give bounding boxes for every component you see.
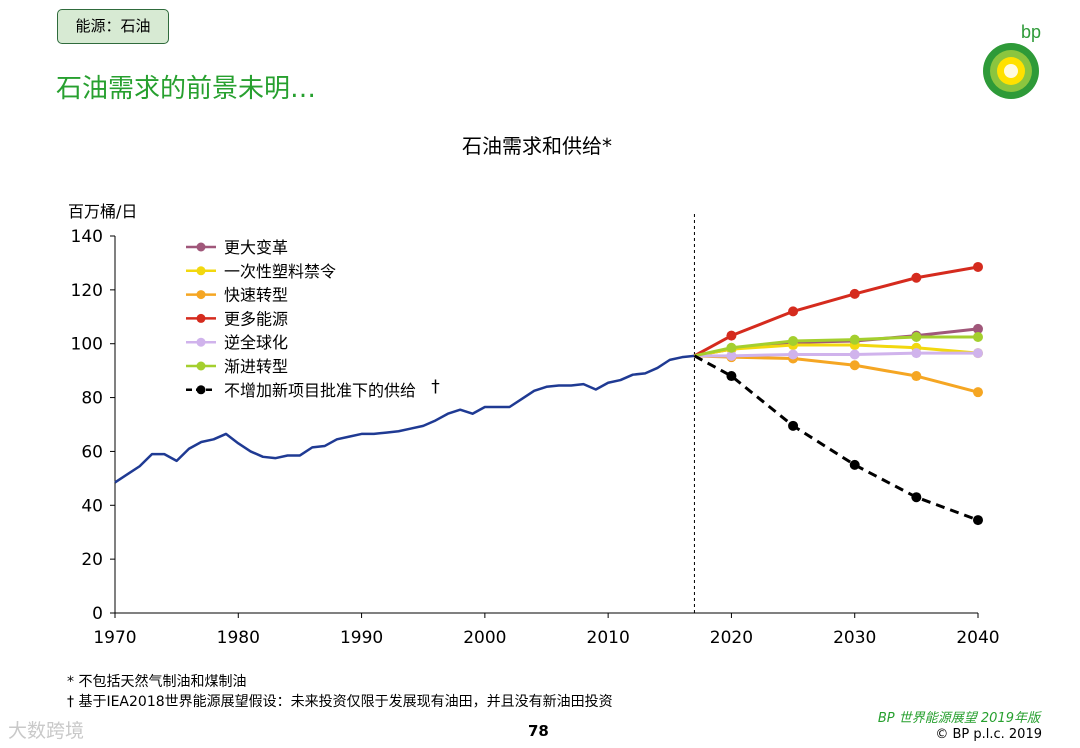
legend-label: 更多能源: [224, 309, 288, 328]
legend-dagger: †: [431, 377, 440, 397]
footnote-excluded: * 不包括天然气制油和煤制油: [67, 674, 247, 690]
x-tick-label: 2020: [710, 628, 753, 648]
legend-swatch-marker: [196, 313, 206, 323]
y-tick-label: 80: [81, 389, 103, 409]
series-point: [849, 360, 860, 371]
helios-sunburst-icon: [983, 43, 1039, 99]
plot-area: [114, 214, 983, 613]
series-point: [973, 261, 983, 272]
y-tick-label: 0: [92, 604, 103, 624]
slide-headline: 石油需求的前景未明…: [56, 74, 317, 104]
x-tick-label: 1970: [93, 628, 136, 648]
series-line: [694, 354, 979, 394]
series-point: [911, 492, 922, 503]
series-point: [973, 387, 983, 398]
y-tick-label: 40: [81, 496, 103, 516]
legend-label: 不增加新项目批准下的供给: [224, 381, 416, 400]
legend-swatch-marker: [196, 290, 206, 300]
y-axis-label: 百万桶/日: [68, 202, 137, 221]
legend-swatch-marker: [196, 385, 206, 395]
series-point: [726, 350, 737, 361]
bp-logo: bp: [983, 22, 1041, 99]
y-tick-label: 100: [71, 335, 103, 355]
report-edition: BP 世界能源展望 2019年版: [877, 711, 1040, 726]
y-tick-label: 60: [81, 442, 103, 462]
series-line: [693, 265, 979, 358]
legend-label: 一次性塑料禁令: [224, 262, 336, 281]
series-point: [911, 371, 922, 382]
series-point: [911, 348, 922, 359]
series-line: [693, 354, 979, 522]
legend-label: 更大变革: [224, 238, 288, 257]
series-point: [849, 288, 860, 299]
series-point: [726, 342, 737, 353]
y-tick-label: 120: [71, 281, 103, 301]
copyright: © BP p.l.c. 2019: [935, 727, 1042, 742]
x-tick-label: 2040: [956, 628, 999, 648]
section-tag: 能源：石油: [57, 9, 169, 44]
series-line: [694, 335, 978, 358]
y-tick-label: 140: [71, 227, 103, 247]
series-point: [849, 349, 860, 360]
series-line: [694, 351, 978, 358]
series-point: [973, 323, 983, 334]
series-point: [788, 349, 799, 360]
chart-title: 石油需求和供给*: [462, 134, 612, 158]
x-tick-label: 2010: [587, 628, 630, 648]
series-point: [726, 371, 737, 382]
legend-swatch-marker: [196, 266, 206, 276]
legend-swatch-marker: [196, 337, 206, 347]
legend-label: 逆全球化: [224, 333, 288, 352]
footnote-iea: † 基于IEA2018世界能源展望假设：未来投资仅限于发展现有油田，并且没有新油…: [67, 694, 613, 710]
watermark: 大数跨境: [8, 720, 85, 742]
page-number: 78: [528, 722, 549, 740]
series-point: [973, 348, 983, 359]
x-tick-label: 2030: [833, 628, 876, 648]
series-point: [788, 420, 799, 431]
y-tick-label: 20: [81, 550, 103, 570]
x-tick-label: 2000: [463, 628, 506, 648]
legend-label: 快速转型: [224, 286, 288, 305]
legend-swatch-marker: [196, 242, 206, 252]
series-point: [788, 336, 799, 347]
series-point: [849, 459, 860, 470]
series-point: [726, 330, 737, 341]
legend-swatch-marker: [196, 361, 206, 371]
series-point: [911, 331, 922, 342]
history-series-line: [114, 354, 695, 484]
series-point: [849, 334, 860, 345]
series-point: [973, 515, 983, 526]
bp-logo-text: bp: [1021, 22, 1041, 42]
series-point: [973, 331, 983, 342]
series-point: [788, 306, 799, 317]
x-tick-label: 1990: [340, 628, 383, 648]
legend-label: 渐进转型: [224, 357, 288, 376]
series-point: [911, 272, 922, 283]
x-tick-label: 1980: [217, 628, 260, 648]
